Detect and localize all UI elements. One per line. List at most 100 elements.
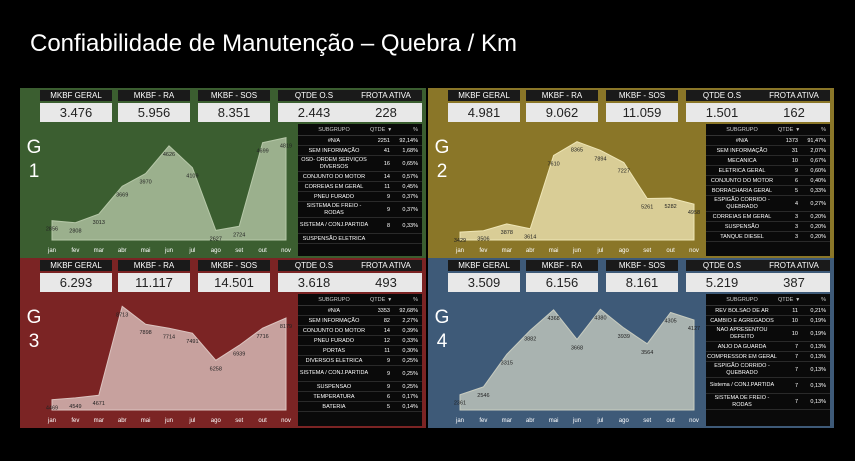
kpi-card: MKBF GERAL 6.293 <box>40 260 112 292</box>
table-row[interactable]: CAMBIO E AGREGADOS 10 0,19% <box>706 316 830 326</box>
cell-pct: 0,33% <box>810 188 826 194</box>
kpi-label: MKBF - SOS <box>606 260 678 271</box>
table-row[interactable]: SISTEMA / CONJ.PARTIDA 9 0,25% <box>298 366 422 382</box>
group-number: 4 <box>436 331 448 352</box>
cell-qty: 1373 <box>785 138 798 144</box>
data-label: 8713 <box>116 312 128 318</box>
table-row[interactable]: #N/A 2251 92,14% <box>298 136 422 146</box>
col-header-subgroup[interactable]: SUBGRUPO <box>726 127 758 133</box>
table-row[interactable]: SISTEMA / CONJ.PARTIDA 8 0,33% <box>298 218 422 234</box>
data-label: 2856 <box>46 227 58 233</box>
cell-pct: 0,13% <box>810 367 826 373</box>
cell-subgroup: COMPRESSOR EM GERAL <box>707 354 777 360</box>
kpi-card: QTDE O.S 2.443 <box>278 90 350 122</box>
table-row[interactable]: TEMPERATURA 6 0,17% <box>298 392 422 402</box>
table-row[interactable]: TANQUE DIESEL 3 0,20% <box>706 232 830 242</box>
x-tick-label: out <box>666 248 675 254</box>
table-row[interactable]: PORTAS 11 0,30% <box>298 346 422 356</box>
cell-subgroup: #N/A <box>327 308 341 314</box>
kpi-value: 3.476 <box>40 103 112 122</box>
cell-pct: 0,27% <box>810 201 826 207</box>
cell-subgroup: CORREIAS EM GERAL <box>304 184 364 190</box>
kpi-card: MKBF - SOS 8.351 <box>198 90 270 122</box>
table-row[interactable]: CONJUNTO DO MOTOR 6 0,40% <box>706 176 830 186</box>
kpi-card: MKBF - RA 6.156 <box>526 260 598 292</box>
col-header-qty[interactable]: QTDE ▼ <box>370 297 393 303</box>
panel-g3: MKBF GERAL 6.293 MKBF - RA 11.117 MKBF - SOS… <box>20 258 426 428</box>
kpi-label: QTDE O.S <box>686 260 758 271</box>
x-tick-label: set <box>643 248 651 254</box>
table-row[interactable]: OSD- ORDEM SERVIÇOS DIVERSOS 16 0,65% <box>298 156 422 172</box>
sort-desc-icon[interactable]: ▼ <box>387 127 393 133</box>
data-label: 7610 <box>547 161 559 167</box>
table-row[interactable]: CORREIAS EM GERAL 11 0,45% <box>298 182 422 192</box>
col-header-qty[interactable]: QTDE ▼ <box>370 127 393 133</box>
x-tick-label: set <box>643 418 651 424</box>
col-header-subgroup[interactable]: SUBGRUPO <box>726 297 758 303</box>
table-row[interactable]: PNEU FURADO 12 0,33% <box>298 336 422 346</box>
table-row[interactable]: NAO APRESENTOU DEFEITO 10 0,19% <box>706 326 830 342</box>
table-row[interactable]: ELETRICA GERAL 9 0,60% <box>706 166 830 176</box>
table-row[interactable]: BATERIA 5 0,14% <box>298 402 422 412</box>
x-tick-label: jan <box>47 248 56 254</box>
col-header-pct[interactable]: % <box>821 297 826 303</box>
cell-pct: 92,14% <box>399 138 418 144</box>
table-row[interactable]: SEM INFORMAÇÃO 82 2,27% <box>298 316 422 326</box>
cell-subgroup: TANQUE DIESEL <box>720 234 764 240</box>
table-row[interactable]: CORREIAS EM GERAL 3 0,20% <box>706 212 830 222</box>
x-tick-label: mai <box>141 248 151 254</box>
table-row[interactable]: CONJUNTO DO MOTOR 14 0,39% <box>298 326 422 336</box>
cell-subgroup: ESPIGÃO CORRIDO - QUEBRADO <box>714 362 770 376</box>
table-row[interactable]: SISTEMA DE FREIO - RODAS 9 0,37% <box>298 202 422 218</box>
cell-subgroup: CONJUNTO DO MOTOR <box>302 174 366 180</box>
table-row[interactable]: SUSPENSÃO 3 0,20% <box>706 222 830 232</box>
kpi-card: MKBF - RA 11.117 <box>118 260 190 292</box>
table-row[interactable]: DIVERSOS ELETRICA 9 0,25% <box>298 356 422 366</box>
table-row[interactable]: SUSPENSAO 9 0,25% <box>298 382 422 392</box>
table-row[interactable]: SEM INFORMAÇÃO 41 1,68% <box>298 146 422 156</box>
table-row[interactable]: CONJUNTO DO MOTOR 14 0,57% <box>298 172 422 182</box>
sort-desc-icon[interactable]: ▼ <box>795 127 801 133</box>
table-row[interactable]: BORRACHARIA GERAL 5 0,33% <box>706 186 830 196</box>
table-row[interactable]: Sistema / CONJ.PARTIDA 7 0,13% <box>706 378 830 394</box>
col-header-pct[interactable]: % <box>413 297 418 303</box>
col-header-qty[interactable]: QTDE ▼ <box>778 297 801 303</box>
col-header-subgroup[interactable]: SUBGRUPO <box>318 297 350 303</box>
x-tick-label: jun <box>572 418 581 424</box>
table-row[interactable]: SUSPENSÃO ELETRICA <box>298 234 422 244</box>
data-label: 4549 <box>69 404 81 410</box>
cell-qty: 41 <box>383 148 390 154</box>
table-row[interactable]: COMPRESSOR EM GERAL 7 0,13% <box>706 352 830 362</box>
x-tick-label: jun <box>572 248 581 254</box>
sort-desc-icon[interactable]: ▼ <box>795 297 801 303</box>
table-row[interactable]: ESPIGÃO CORRIDO - QUEBRADO 4 0,27% <box>706 196 830 212</box>
cell-subgroup: SISTEMA DE FREIO - RODAS <box>714 394 770 408</box>
table-row[interactable]: SISTEMA DE FREIO - RODAS 7 0,13% <box>706 394 830 410</box>
data-label: 3564 <box>641 350 653 356</box>
kpi-card: FROTA ATIVA 228 <box>350 90 422 122</box>
kpi-value: 11.117 <box>118 273 190 292</box>
table-row[interactable]: PNEU FURADO 9 0,37% <box>298 192 422 202</box>
col-header-subgroup[interactable]: SUBGRUPO <box>318 127 350 133</box>
col-header-pct[interactable]: % <box>821 127 826 133</box>
area-series <box>51 137 287 241</box>
cell-subgroup: ANJO DA GUARDA <box>717 344 767 350</box>
kpi-value: 6.156 <box>526 273 598 292</box>
table-row[interactable]: #N/A 1373 91,47% <box>706 136 830 146</box>
col-header-pct[interactable]: % <box>413 127 418 133</box>
x-tick-label: mai <box>141 418 151 424</box>
table-row[interactable]: #N/A 3353 92,68% <box>298 306 422 316</box>
data-label: 7227 <box>618 169 630 175</box>
data-label: 4958 <box>688 210 700 216</box>
kpi-label: MKBF GERAL <box>448 260 520 271</box>
table-row[interactable]: REV BOLSAO DE AR 11 0,21% <box>706 306 830 316</box>
cell-qty: 4 <box>794 201 798 207</box>
cell-qty: 9 <box>386 371 390 377</box>
kpi-label: FROTA ATIVA <box>758 260 830 271</box>
table-row[interactable]: SEM INFORMAÇÃO 31 2,07% <box>706 146 830 156</box>
table-row[interactable]: ANJO DA GUARDA 7 0,13% <box>706 342 830 352</box>
sort-desc-icon[interactable]: ▼ <box>387 297 393 303</box>
col-header-qty[interactable]: QTDE ▼ <box>778 127 801 133</box>
table-row[interactable]: MECANICA 10 0,67% <box>706 156 830 166</box>
table-row[interactable]: ESPIGÃO CORRIDO - QUEBRADO 7 0,13% <box>706 362 830 378</box>
